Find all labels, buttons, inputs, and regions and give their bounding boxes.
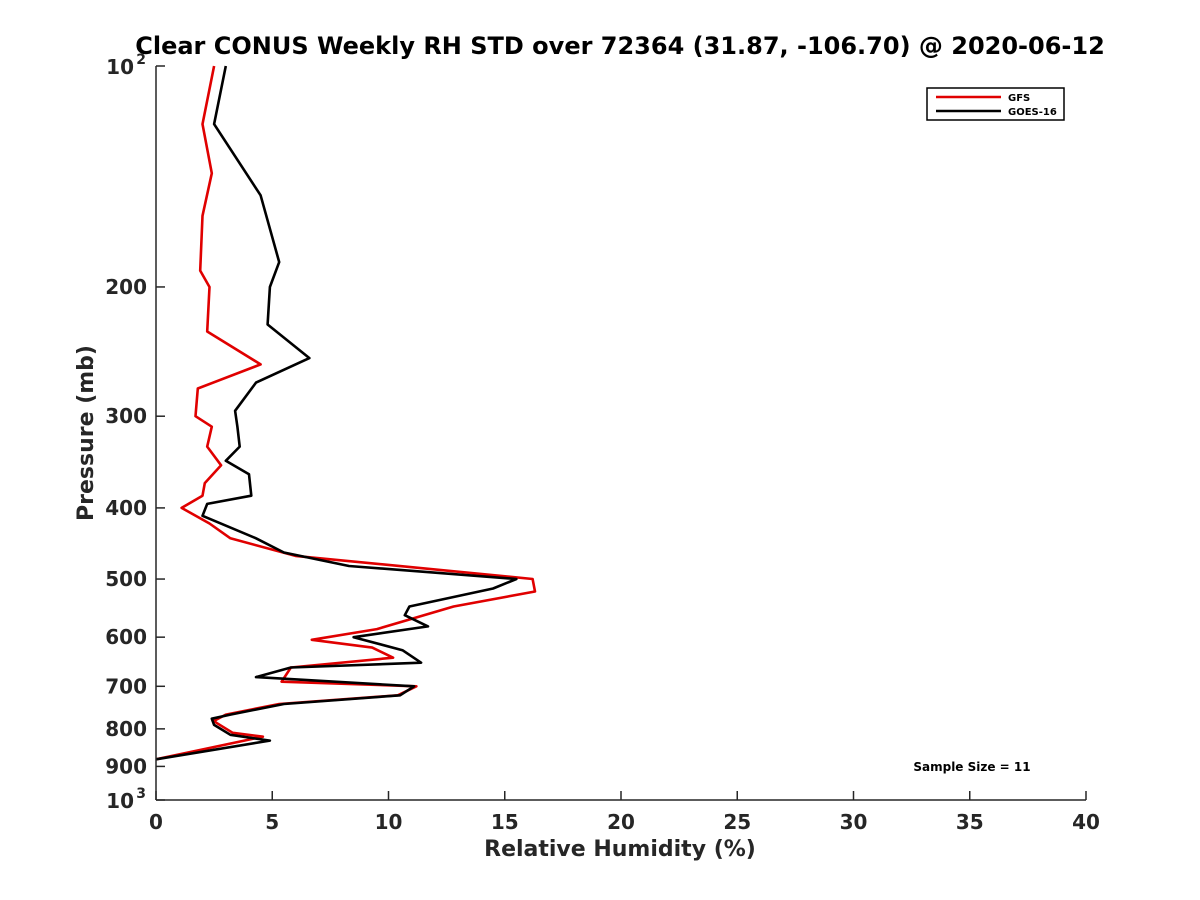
x-tick-label: 0 xyxy=(149,810,163,834)
y-tick-label: 800 xyxy=(105,717,147,741)
y-tick-label: 700 xyxy=(105,674,147,698)
y-axis-label: Pressure (mb) xyxy=(74,345,99,521)
x-axis-label: Relative Humidity (%) xyxy=(484,837,756,862)
x-tick-label: 35 xyxy=(956,810,984,834)
x-tick-label: 15 xyxy=(491,810,519,834)
y-tick-label: 500 xyxy=(105,567,147,591)
y-tick-label-power: 10 xyxy=(106,55,134,79)
x-tick-label: 5 xyxy=(265,810,279,834)
legend-label-gfs: GFS xyxy=(1008,93,1030,104)
x-tick-label: 10 xyxy=(375,810,403,834)
x-tick-label: 20 xyxy=(607,810,635,834)
x-tick-label: 25 xyxy=(723,810,751,834)
series-line-gfs xyxy=(155,65,537,761)
plot-area xyxy=(155,65,537,761)
y-tick-label: 900 xyxy=(105,754,147,778)
y-tick-label-power: 10 xyxy=(106,789,134,813)
x-tick-label: 30 xyxy=(840,810,868,834)
legend: GFS GOES-16 xyxy=(926,87,1065,121)
legend-box xyxy=(926,87,1065,121)
y-tick-exponent: 3 xyxy=(136,786,146,802)
x-tick-label: 40 xyxy=(1072,810,1100,834)
y-tick-label: 600 xyxy=(105,625,147,649)
y-tick-label: 400 xyxy=(105,496,147,520)
series-line-goes16 xyxy=(155,65,518,761)
y-tick-label: 300 xyxy=(105,404,147,428)
chart-title: Clear CONUS Weekly RH STD over 72364 (31… xyxy=(135,32,1105,60)
y-tick-exponent: 2 xyxy=(136,52,146,68)
legend-label-goes16: GOES-16 xyxy=(1008,107,1057,118)
sample-size-annotation: Sample Size = 11 xyxy=(913,760,1030,774)
y-tick-label: 200 xyxy=(105,275,147,299)
